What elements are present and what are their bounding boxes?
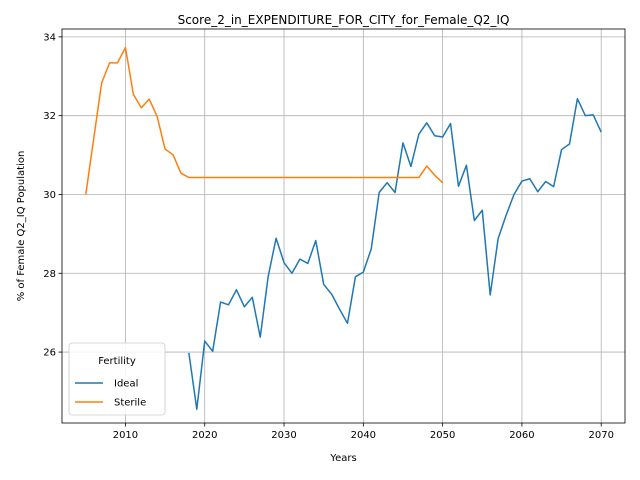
- series-line-ideal: [188, 97, 602, 410]
- legend-label-sterile: Sterile: [114, 398, 146, 409]
- y-tick-label: 28: [43, 269, 56, 280]
- legend-label-ideal: Ideal: [114, 379, 138, 390]
- chart-title: Score_2_in_EXPENDITURE_FOR_CITY_for_Fema…: [178, 13, 510, 27]
- x-tick-label: 2010: [113, 430, 138, 441]
- x-tick-label: 2070: [588, 430, 613, 441]
- x-axis-label: Years: [329, 453, 356, 464]
- plot-lines: [85, 46, 602, 410]
- legend-title: Fertility: [98, 356, 136, 367]
- y-tick-label: 26: [43, 348, 56, 359]
- series-line-sterile: [85, 46, 444, 195]
- x-tick-label: 2060: [509, 430, 534, 441]
- y-axis-label: % of Female Q2_IQ Population: [16, 151, 27, 302]
- x-tick-label: 2020: [192, 430, 217, 441]
- plot-frame: [61, 28, 626, 424]
- axis-ticks: 2010 2020 2030 2040 2050 2060 2070 26 28 30 32 34: [43, 32, 614, 441]
- x-tick-label: 2050: [430, 430, 455, 441]
- legend-entries: Ideal Sterile: [75, 379, 146, 409]
- y-tick-label: 32: [43, 111, 56, 122]
- y-tick-label: 30: [43, 190, 56, 201]
- y-tick-label: 34: [43, 32, 56, 43]
- legend-box: [68, 342, 166, 416]
- x-tick-label: 2030: [271, 430, 296, 441]
- legend: Fertility Ideal Sterile: [68, 342, 166, 416]
- x-tick-label: 2040: [351, 430, 376, 441]
